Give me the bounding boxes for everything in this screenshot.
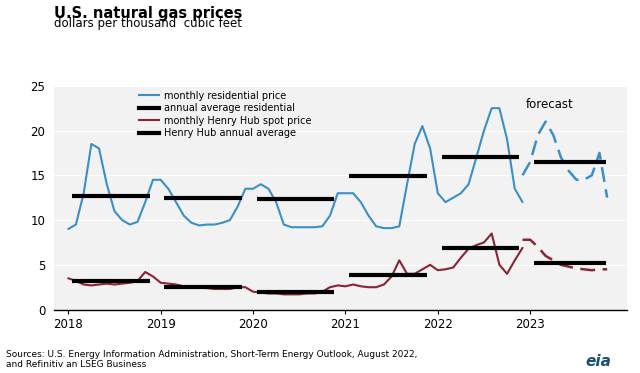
Text: U.S. natural gas prices: U.S. natural gas prices [54, 6, 243, 21]
Text: eia: eia [586, 354, 611, 369]
Text: dollars per thousand  cubic feet: dollars per thousand cubic feet [54, 17, 243, 30]
Text: Sources: U.S. Energy Information Administration, Short-Term Energy Outlook, Augu: Sources: U.S. Energy Information Adminis… [6, 350, 418, 369]
Text: forecast: forecast [525, 98, 573, 111]
Legend: monthly residential price, annual average residential, monthly Henry Hub spot pr: monthly residential price, annual averag… [140, 91, 311, 138]
